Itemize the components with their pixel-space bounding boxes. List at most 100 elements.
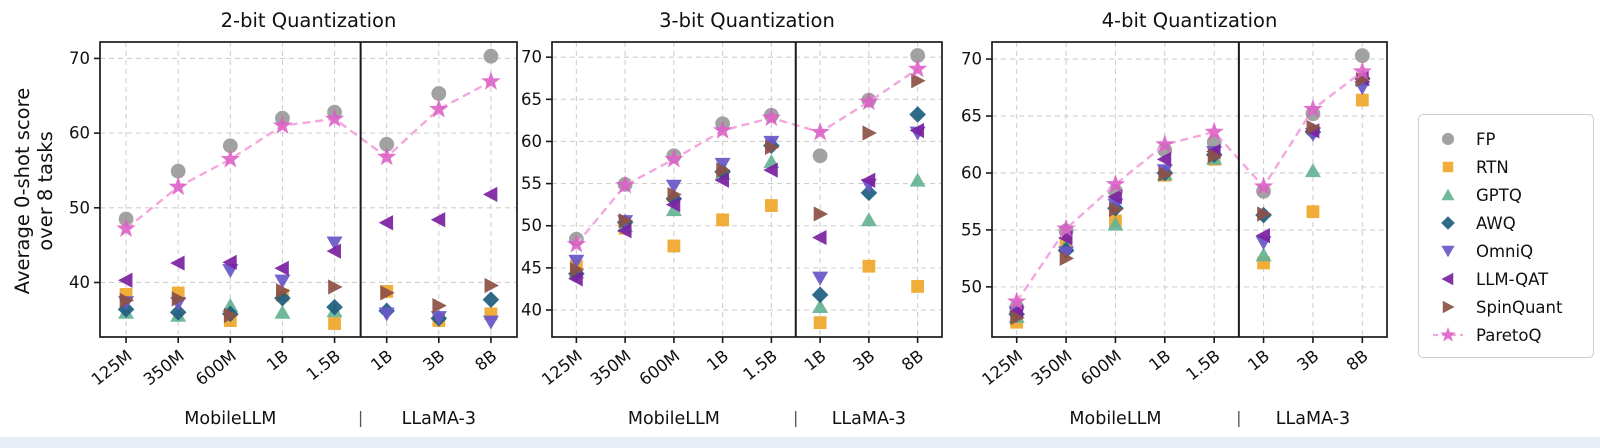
data-point-marker (909, 106, 926, 123)
data-point-marker (862, 259, 876, 273)
x-tick-label: 350M (140, 346, 188, 389)
data-point-marker (618, 213, 634, 229)
x-tick-label: 600M (1077, 346, 1125, 389)
data-point-marker (1107, 216, 1124, 231)
data-point-marker (171, 291, 187, 307)
data-point-marker (376, 146, 397, 166)
x-tick-label: 1B (1244, 346, 1273, 374)
data-point-marker (712, 120, 733, 139)
data-point-marker (812, 148, 828, 164)
y-tick-label: 50 (961, 277, 982, 296)
data-point-marker (1442, 300, 1455, 314)
data-point-marker (276, 283, 291, 299)
y-tick-label: 40 (69, 273, 90, 292)
data-point-marker (909, 122, 925, 139)
data-point-marker (811, 286, 829, 304)
y-axis-label: Average 0-shot score over 8 tasks (11, 31, 57, 351)
bottom-strip (0, 437, 1600, 448)
data-point-marker (1441, 272, 1454, 286)
data-point-marker (665, 179, 682, 194)
x-tick-label: 125M (88, 346, 136, 389)
x-tick-label: 600M (636, 346, 684, 389)
data-point-marker (1255, 228, 1270, 244)
data-point-marker (429, 99, 449, 118)
panel-title: 3-bit Quantization (659, 9, 835, 32)
data-point-marker (1355, 93, 1369, 107)
panel-title: 2-bit Quantization (221, 9, 397, 32)
data-point-marker (568, 271, 583, 287)
data-point-marker (170, 163, 186, 179)
series-paretoq (1006, 61, 1373, 310)
data-point-marker (326, 236, 343, 251)
legend-item-gptq: GPTQ (1431, 182, 1589, 208)
y-tick-label: 70 (961, 50, 982, 69)
data-point-marker (432, 298, 447, 314)
data-point-marker (810, 121, 830, 141)
series-rtn (569, 199, 925, 330)
data-point-marker (716, 162, 731, 178)
group-label-mobilellm: MobileLLM (628, 409, 720, 429)
legend-item-omniq: OmniQ (1431, 238, 1589, 264)
data-point-marker (909, 172, 926, 187)
panel-title: 4-bit Quantization (1102, 9, 1278, 32)
data-point-marker (859, 91, 879, 111)
x-tick-label: 1.5B (303, 346, 344, 384)
omniq-marker-icon (1441, 245, 1455, 258)
legend-label: FP (1476, 129, 1496, 149)
x-tick-label: 8B (898, 346, 927, 374)
data-point-marker (1352, 61, 1373, 80)
data-point-marker (667, 186, 682, 203)
data-point-marker (274, 260, 289, 276)
data-point-marker (482, 186, 498, 202)
group-label-divider: | (793, 408, 798, 427)
series-llm-qat (1008, 70, 1369, 320)
y-axis-label-line1: Average 0-shot score (11, 87, 34, 295)
data-point-marker (222, 254, 237, 270)
data-point-marker (1158, 166, 1173, 182)
data-point-marker (119, 292, 135, 309)
y-tick-label: 65 (521, 90, 542, 109)
data-point-marker (860, 172, 876, 188)
data-point-marker (1010, 310, 1025, 326)
data-point-marker (328, 279, 343, 295)
data-point-marker (1105, 174, 1126, 193)
data-point-marker (379, 136, 395, 152)
data-point-marker (1354, 48, 1370, 64)
y-axis-label-line2: over 8 tasks (34, 131, 57, 251)
legend-label: LLM-QAT (1476, 269, 1549, 289)
y-tick-label: 55 (961, 220, 982, 239)
x-tick-label: 125M (538, 346, 586, 389)
data-point-marker (380, 285, 395, 301)
data-point-marker (761, 107, 782, 127)
data-point-marker (430, 311, 447, 326)
data-point-marker (812, 299, 829, 314)
series-fp (118, 48, 499, 227)
data-point-marker (1107, 189, 1122, 205)
x-tick-label: 1.5B (740, 346, 781, 384)
data-point-marker (764, 199, 778, 212)
legend-label: ParetoQ (1476, 325, 1542, 345)
data-point-marker (378, 307, 395, 322)
data-point-marker (1255, 247, 1272, 262)
legend-item-paretoq: ParetoQ (1431, 322, 1589, 348)
data-point-marker (716, 213, 730, 227)
data-point-marker (764, 139, 780, 155)
data-point-marker (1441, 216, 1455, 230)
data-point-marker (665, 197, 681, 213)
legend-label: SpinQuant (1476, 297, 1563, 317)
x-tick-label: 1B (263, 346, 292, 374)
y-tick-label: 55 (521, 174, 542, 193)
data-point-marker (1440, 326, 1456, 342)
data-point-marker (169, 304, 187, 321)
data-point-marker (1058, 246, 1075, 261)
series-awq (568, 106, 926, 304)
legend-item-rtn: RTN (1431, 154, 1589, 180)
series-spinquant (119, 277, 499, 323)
x-tick-label: 1B (801, 346, 830, 374)
panel-4-bit-quantization: 50 55 60 65 70 125M 350M 600M 1B 1.5B 1B 3B 8B 4-bit … (961, 9, 1388, 429)
data-point-marker (665, 202, 682, 217)
data-point-marker (326, 243, 341, 259)
data-point-marker (378, 215, 394, 231)
data-point-marker (763, 135, 780, 150)
